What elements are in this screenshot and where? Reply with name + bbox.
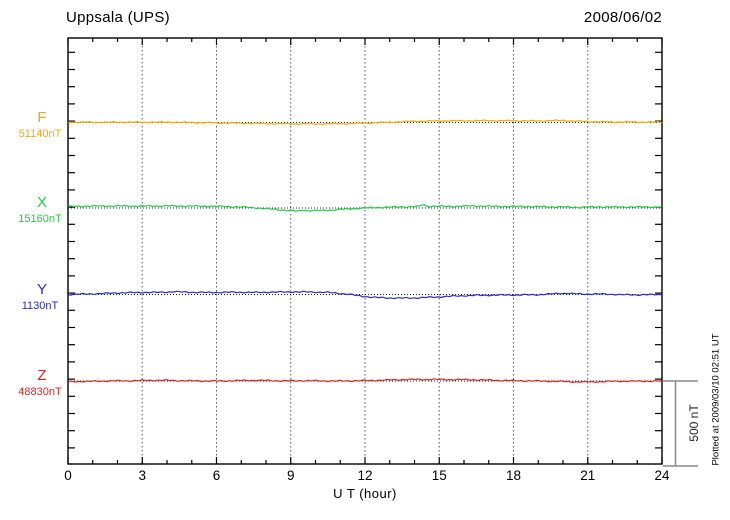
component-label-F: F xyxy=(37,108,47,126)
x-tick-label-15: 15 xyxy=(431,468,447,483)
component-baseline-value-F: 51140nT xyxy=(18,127,62,140)
component-label-Z: Z xyxy=(37,367,47,384)
component-label-Y: Y xyxy=(36,280,47,298)
page-title: Uppsala (UPS) xyxy=(66,9,170,26)
x-tick-label-18: 18 xyxy=(505,468,522,483)
component-baseline-value-Z: 48830nT xyxy=(18,386,62,398)
component-baseline-value-Y: 1130nT xyxy=(21,299,59,312)
trace-X xyxy=(67,204,663,212)
x-tick-label-6: 6 xyxy=(212,468,221,483)
plotted-at-label: Plotted at 2009/03/10 02:51 UT xyxy=(710,333,722,466)
scale-bar-label: 500 nT xyxy=(687,404,701,442)
component-label-X: X xyxy=(36,194,47,211)
plot-frame xyxy=(67,37,663,465)
x-tick-label-3: 3 xyxy=(138,468,146,483)
trace-F xyxy=(67,119,663,126)
trace-Z xyxy=(67,378,663,384)
x-tick-label-21: 21 xyxy=(580,468,596,483)
x-tick-label-24: 24 xyxy=(654,468,670,483)
trace-Y xyxy=(67,290,663,300)
date-label: 2008/06/02 xyxy=(583,9,662,26)
x-tick-label-9: 9 xyxy=(286,468,295,483)
x-tick-label-12: 12 xyxy=(357,468,373,483)
x-tick-label-0: 0 xyxy=(64,468,72,483)
x-axis-title: U T (hour) xyxy=(333,486,397,501)
component-baseline-value-X: 15160nT xyxy=(18,213,62,225)
